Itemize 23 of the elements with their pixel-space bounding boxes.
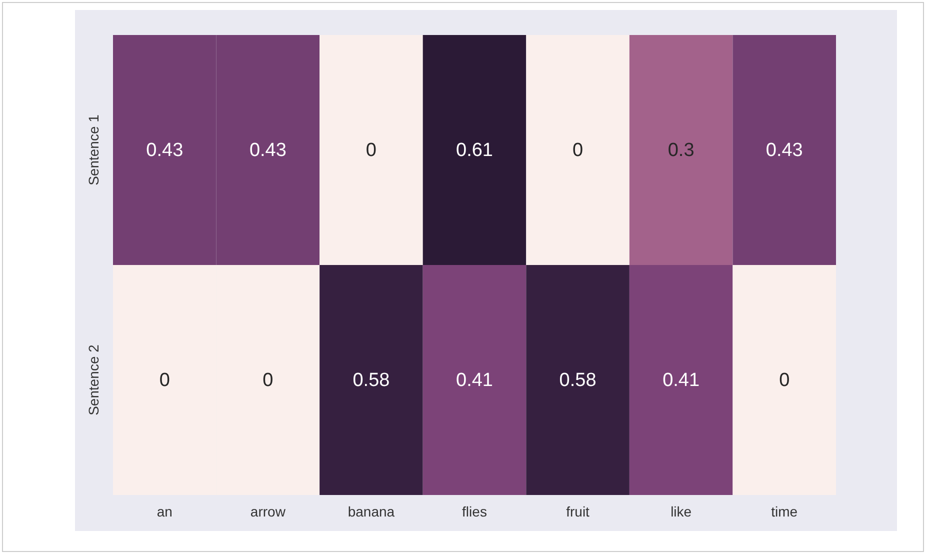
data-label: 0.58 — [352, 370, 390, 391]
data-label: 0 — [572, 140, 584, 161]
y-tick-label: Sentence 1 — [86, 114, 102, 186]
data-label: 0 — [779, 370, 790, 391]
x-tick-label: an — [156, 504, 172, 520]
data-label: 0.41 — [662, 370, 700, 391]
data-label: 0.3 — [668, 140, 694, 161]
data-label: 0.58 — [559, 370, 596, 391]
data-label: 0 — [366, 140, 377, 161]
data-label: 0.43 — [146, 140, 184, 161]
data-label: 0.41 — [456, 370, 493, 391]
data-label: 0 — [159, 370, 170, 391]
data-label: 0.43 — [249, 140, 286, 161]
x-tick-label: fruit — [566, 504, 590, 520]
data-label: 0.43 — [766, 140, 803, 161]
x-tick-label: time — [771, 504, 798, 520]
x-tick-label: like — [670, 504, 692, 520]
x-tick-label: banana — [348, 504, 395, 520]
data-label: 0.61 — [456, 140, 493, 161]
data-label: 0 — [262, 370, 274, 391]
y-tick-label: Sentence 2 — [86, 344, 102, 416]
x-tick-label: arrow — [250, 504, 286, 520]
x-tick-label: flies — [462, 504, 487, 520]
